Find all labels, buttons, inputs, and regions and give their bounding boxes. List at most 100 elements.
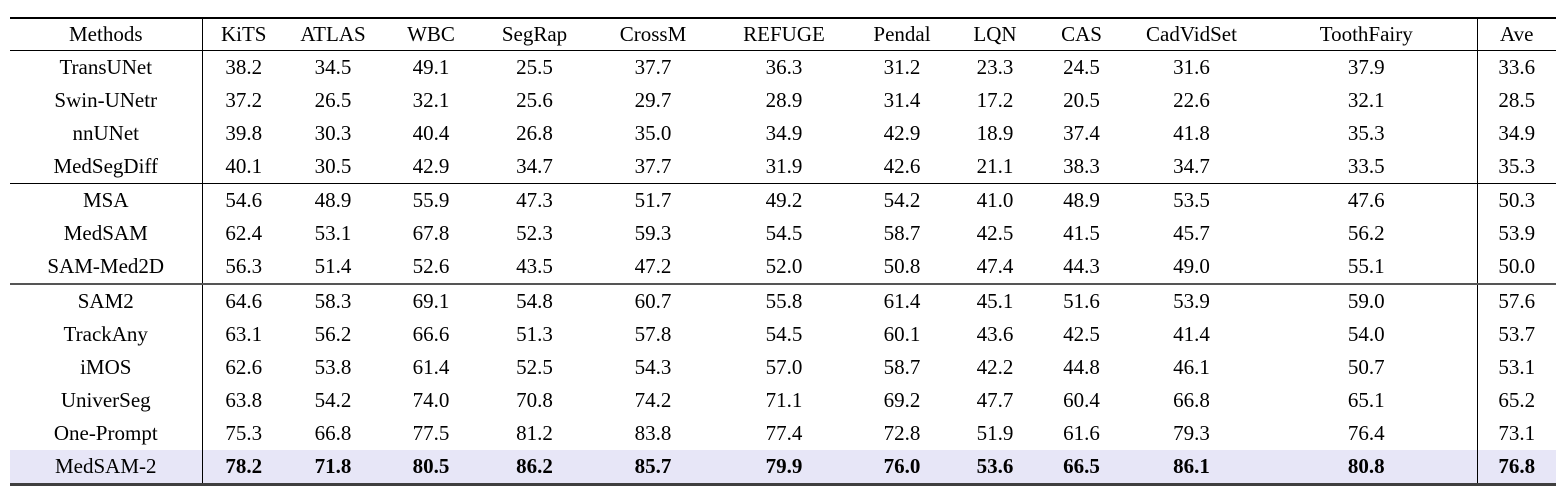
value-cell: 35.3 bbox=[1476, 150, 1556, 184]
value-cell: 54.8 bbox=[481, 283, 588, 318]
dataset-column-header: KiTS bbox=[202, 18, 285, 51]
table-row: MSA 54.6 48.9 55.9 47.3 51.7 49.2 54.2 41.0 48.9 5… bbox=[10, 183, 1556, 217]
value-cell: 30.3 bbox=[314, 121, 352, 145]
table-row: SAM2 64.6 58.3 69.1 54.8 60.7 55.8 61.4 45.1 51.6… bbox=[10, 283, 1556, 318]
value-cell: 54.3 bbox=[634, 355, 672, 379]
dataset-column-header: CAS bbox=[1036, 18, 1127, 51]
table-row: MedSegDiff 40.1 30.5 42.9 34.7 37.7 31.9 42.6 21… bbox=[10, 150, 1556, 184]
value-cell: 53.1 bbox=[314, 221, 352, 245]
value-cell: 33.5 bbox=[1347, 154, 1385, 178]
value-cell: 61.4 bbox=[412, 355, 450, 379]
value-cell: 18.9 bbox=[976, 121, 1014, 145]
value-cell: 39.8 bbox=[225, 121, 263, 145]
value-cell: 56.3 bbox=[225, 254, 263, 278]
value-cell: 80.8 bbox=[1256, 450, 1477, 485]
value-cell: 76.8 bbox=[1476, 450, 1556, 485]
value-cell: 40.1 bbox=[225, 154, 263, 178]
value-cell: 21.1 bbox=[976, 154, 1014, 178]
value-cell: 37.7 bbox=[634, 55, 672, 79]
value-cell: 41.5 bbox=[1063, 221, 1100, 245]
value-cell: 53.9 bbox=[1127, 283, 1256, 318]
value-cell: 40.4 bbox=[412, 121, 450, 145]
value-cell: 57.6 bbox=[1476, 283, 1556, 318]
value-cell: 47.3 bbox=[481, 183, 588, 217]
value-cell: 35.0 bbox=[634, 121, 672, 145]
table-row: iMOS 62.6 53.8 61.4 52.5 54.3 57.0 58.7 42.2 44.8… bbox=[10, 351, 1556, 384]
value-cell: 51.7 bbox=[588, 183, 718, 217]
value-cell: 28.9 bbox=[765, 88, 803, 112]
value-cell: 17.2 bbox=[976, 88, 1014, 112]
value-cell: 36.3 bbox=[765, 55, 803, 79]
value-cell: 57.0 bbox=[765, 355, 803, 379]
value-cell: 53.5 bbox=[1127, 183, 1256, 217]
value-cell: 37.2 bbox=[225, 88, 263, 112]
value-cell: 75.3 bbox=[225, 421, 263, 445]
value-cell: 42.6 bbox=[883, 154, 921, 178]
value-cell: 63.8 bbox=[225, 388, 263, 412]
value-cell: 53.8 bbox=[314, 355, 352, 379]
value-cell: 50.0 bbox=[1476, 250, 1556, 284]
value-cell: 64.6 bbox=[202, 283, 285, 318]
value-cell: 53.7 bbox=[1476, 318, 1556, 351]
method-cell: TrackAny bbox=[10, 318, 203, 351]
value-cell: 42.2 bbox=[976, 355, 1014, 379]
value-cell: 57.8 bbox=[634, 322, 672, 346]
value-cell: 23.3 bbox=[976, 55, 1014, 79]
value-cell: 59.0 bbox=[1256, 283, 1477, 318]
value-cell: 60.4 bbox=[1063, 388, 1100, 412]
value-cell: 77.4 bbox=[765, 421, 803, 445]
value-cell: 38.3 bbox=[1063, 154, 1100, 178]
value-cell: 31.6 bbox=[1173, 55, 1210, 79]
value-cell: 56.2 bbox=[314, 322, 352, 346]
value-cell: 47.7 bbox=[976, 388, 1014, 412]
value-cell: 60.7 bbox=[588, 283, 718, 318]
value-cell: 81.2 bbox=[516, 421, 553, 445]
method-cell: Swin-UNetr bbox=[10, 84, 203, 117]
value-cell: 32.1 bbox=[412, 88, 450, 112]
value-cell: 52.3 bbox=[516, 221, 553, 245]
value-cell: 31.2 bbox=[883, 55, 921, 79]
value-cell: 54.2 bbox=[314, 388, 352, 412]
value-cell: 49.0 bbox=[1173, 254, 1210, 278]
value-cell: 72.8 bbox=[883, 421, 921, 445]
value-cell: 62.6 bbox=[225, 355, 263, 379]
value-cell: 47.2 bbox=[634, 254, 672, 278]
value-cell: 53.6 bbox=[954, 450, 1036, 485]
value-cell: 53.1 bbox=[1476, 351, 1556, 384]
table-row: TransUNet 38.2 34.5 49.1 25.5 37.7 36.3 31.2 23.… bbox=[10, 50, 1556, 84]
value-cell: 50.3 bbox=[1476, 183, 1556, 217]
table-row: MedSAM-2 78.2 71.8 80.5 86.2 85.7 79.9 76.0 53.6… bbox=[10, 450, 1556, 485]
table-row: MedSAM 62.4 53.1 67.8 52.3 59.3 54.5 58.7 42.5 41… bbox=[10, 217, 1556, 250]
value-cell: 51.6 bbox=[1036, 283, 1127, 318]
methods-column-header: Methods bbox=[10, 18, 203, 51]
value-cell: 43.5 bbox=[516, 254, 553, 278]
value-cell: 54.5 bbox=[765, 221, 803, 245]
value-cell: 52.0 bbox=[765, 254, 803, 278]
value-cell: 85.7 bbox=[588, 450, 718, 485]
value-cell: 65.2 bbox=[1476, 384, 1556, 417]
value-cell: 54.2 bbox=[850, 183, 954, 217]
value-cell: 37.4 bbox=[1063, 121, 1100, 145]
dataset-column-header: CrossM bbox=[588, 18, 718, 51]
value-cell: 51.4 bbox=[314, 254, 352, 278]
table-header: Methods KiTS ATLAS WBC SegRap CrossM REFUGE Pen… bbox=[10, 18, 1556, 51]
dataset-column-header: CadVidSet bbox=[1127, 18, 1256, 51]
value-cell: 51.3 bbox=[516, 322, 553, 346]
value-cell: 70.8 bbox=[516, 388, 553, 412]
value-cell: 79.9 bbox=[718, 450, 850, 485]
value-cell: 69.2 bbox=[883, 388, 921, 412]
method-cell: MedSAM-2 bbox=[10, 450, 203, 485]
value-cell: 34.9 bbox=[1476, 117, 1556, 150]
value-cell: 73.1 bbox=[1476, 417, 1556, 450]
dataset-column-header: ATLAS bbox=[285, 18, 381, 51]
value-cell: 71.1 bbox=[765, 388, 803, 412]
value-cell: 65.1 bbox=[1347, 388, 1385, 412]
value-cell: 58.3 bbox=[285, 283, 381, 318]
value-cell: 58.7 bbox=[883, 355, 921, 379]
value-cell: 55.9 bbox=[381, 183, 481, 217]
value-cell: 66.6 bbox=[412, 322, 450, 346]
value-cell: 43.6 bbox=[976, 322, 1014, 346]
table-row: nnUNet 39.8 30.3 40.4 26.8 35.0 34.9 42.9 18.9 37… bbox=[10, 117, 1556, 150]
value-cell: 76.4 bbox=[1347, 421, 1385, 445]
